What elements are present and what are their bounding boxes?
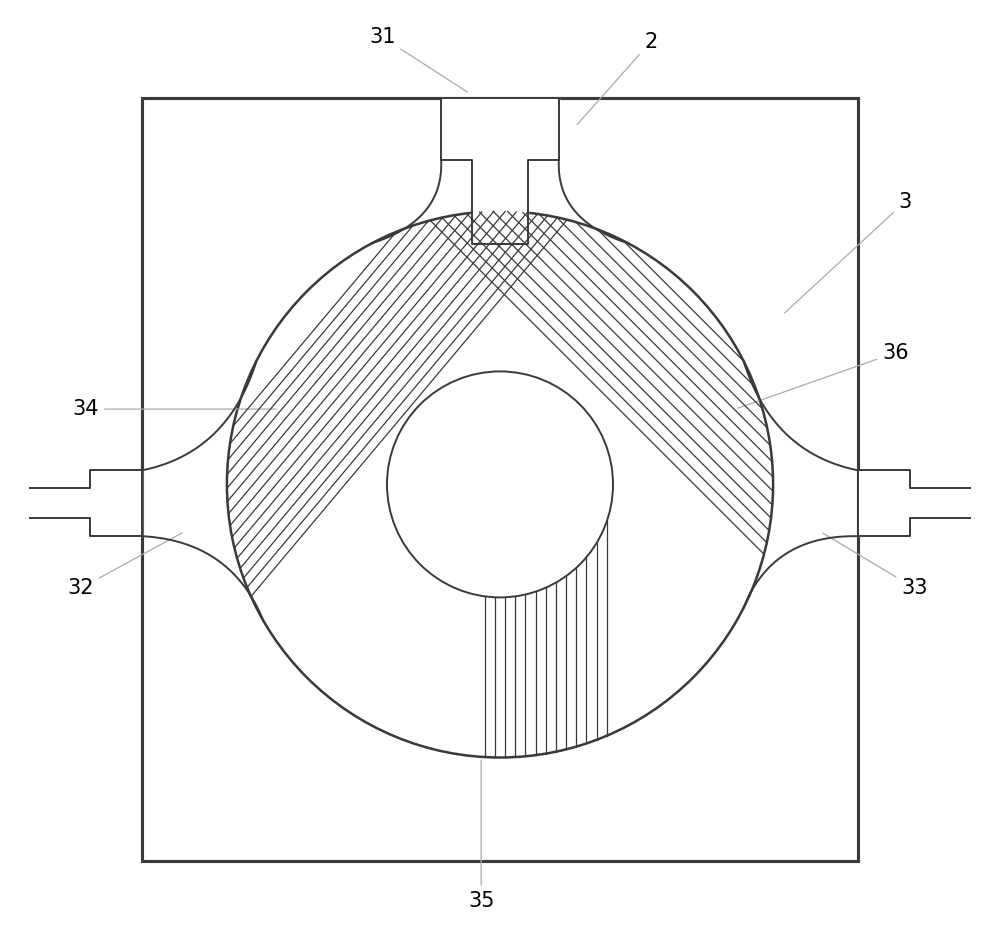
Text: 31: 31 — [369, 28, 468, 92]
Circle shape — [387, 371, 613, 598]
Circle shape — [227, 211, 773, 757]
Text: 34: 34 — [72, 399, 276, 419]
Text: 2: 2 — [577, 32, 657, 124]
Polygon shape — [858, 470, 980, 536]
Text: 32: 32 — [68, 533, 182, 598]
Polygon shape — [20, 470, 142, 536]
Text: 33: 33 — [823, 533, 928, 598]
Text: 35: 35 — [468, 760, 494, 911]
Bar — [142, 99, 858, 861]
Text: 36: 36 — [738, 343, 909, 408]
Polygon shape — [441, 99, 559, 244]
Text: 3: 3 — [785, 192, 912, 314]
